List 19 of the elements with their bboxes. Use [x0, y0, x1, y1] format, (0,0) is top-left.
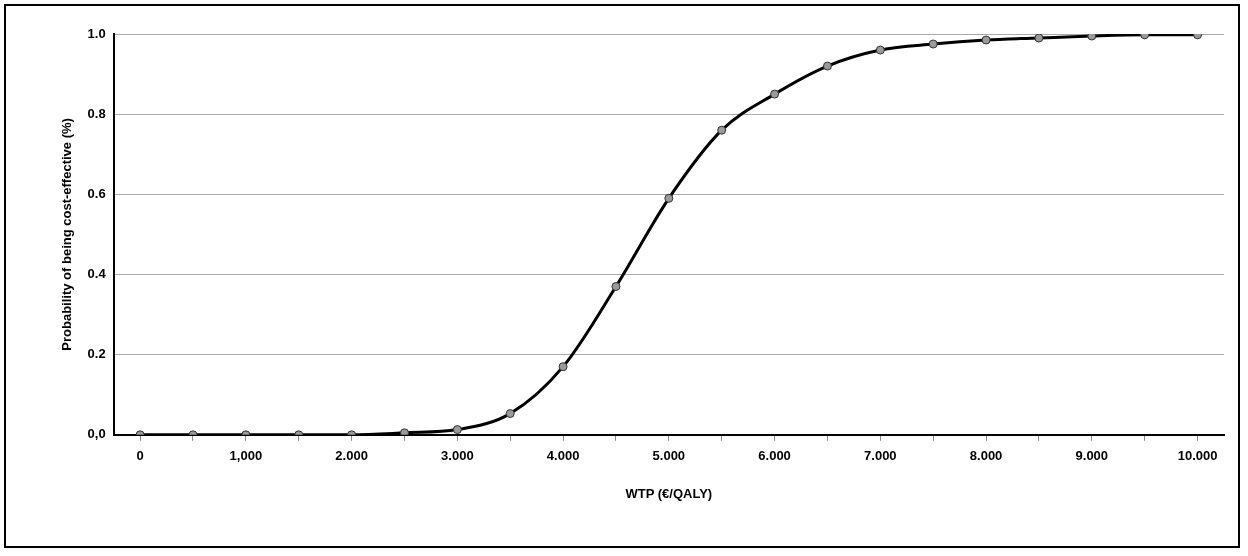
- x-tick-label: 10.000: [1177, 448, 1218, 464]
- x-tick-label: 9.000: [1075, 448, 1109, 464]
- x-tick-label: 3.000: [441, 448, 474, 464]
- y-tick-label: 0,0: [87, 426, 106, 442]
- y-tick-label: 0.8: [87, 105, 106, 121]
- x-tick-label: 0: [136, 448, 144, 464]
- x-axis-title: WTP (€/QALY): [625, 485, 713, 501]
- y-tick-label: 0.4: [87, 266, 107, 282]
- x-tick-label: 6.000: [758, 448, 791, 464]
- x-tick-label: 8.000: [969, 448, 1003, 464]
- x-tick-label: 2.000: [335, 448, 368, 464]
- x-tick-label: 7.000: [864, 448, 897, 464]
- y-tick-label: 0.6: [87, 185, 106, 201]
- y-tick-label: 0.2: [87, 346, 106, 362]
- y-axis-title: Probability of being cost-effective (%): [59, 118, 75, 351]
- x-tick-label: 1,000: [229, 448, 263, 464]
- x-tick-label: 4.000: [546, 448, 580, 464]
- y-tick-label: 1.0: [87, 25, 106, 41]
- x-tick-label: 5.000: [652, 448, 686, 464]
